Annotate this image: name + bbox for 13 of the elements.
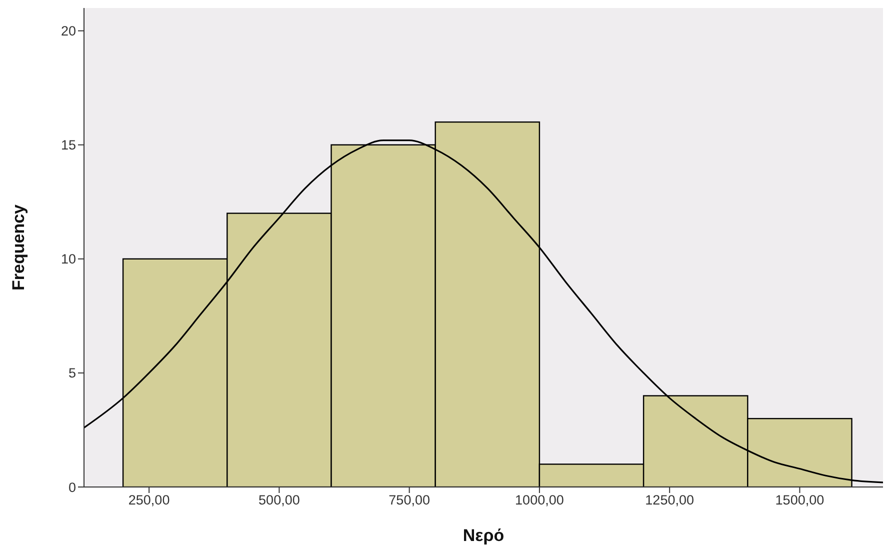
- y-axis-title: Frequency: [9, 204, 28, 290]
- x-tick-label: 500,00: [258, 492, 300, 508]
- x-tick-label: 750,00: [388, 492, 430, 508]
- y-tick-label: 0: [68, 480, 76, 495]
- y-tick-label: 20: [60, 24, 76, 39]
- x-axis-title: Νερό: [462, 526, 504, 545]
- x-tick-label: 1500,00: [775, 492, 824, 508]
- y-tick-label: 5: [68, 366, 76, 381]
- y-tick-label: 10: [60, 252, 76, 267]
- x-tick-label: 1000,00: [515, 492, 564, 508]
- x-tick-label: 250,00: [128, 492, 170, 508]
- y-tick-label: 15: [60, 138, 76, 153]
- x-tick-label: 1250,00: [645, 492, 694, 508]
